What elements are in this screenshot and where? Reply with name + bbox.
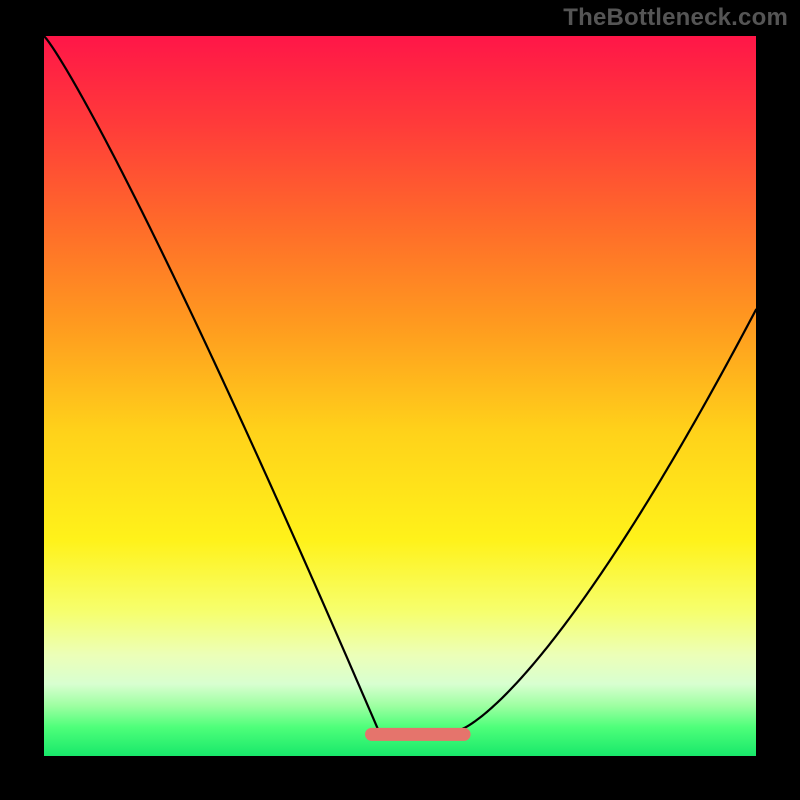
chart-frame: TheBottleneck.com [0, 0, 800, 800]
bottleneck-chart [0, 0, 800, 800]
watermark-text: TheBottleneck.com [563, 4, 788, 32]
chart-background [44, 36, 756, 756]
